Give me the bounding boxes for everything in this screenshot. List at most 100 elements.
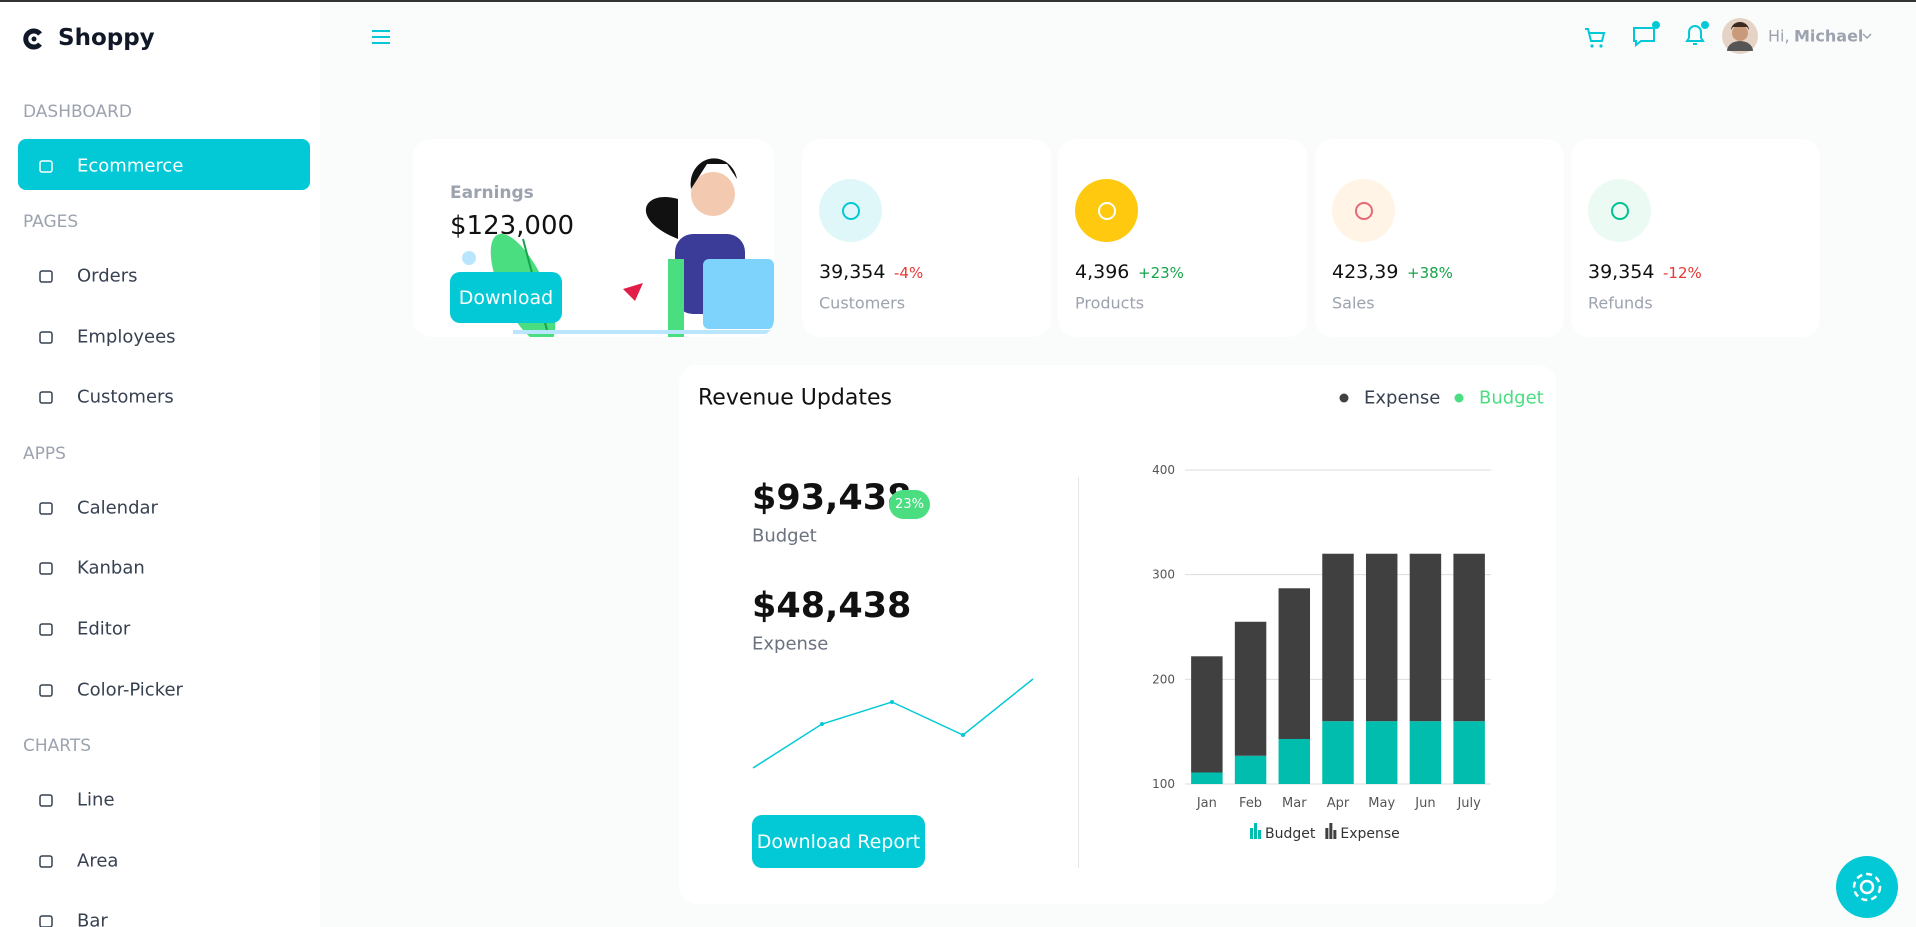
y-tick-label: 100 xyxy=(1152,777,1175,791)
menu-icon xyxy=(39,855,53,868)
stat-change: +23% xyxy=(1138,264,1184,282)
menu-item[interactable]: Orders xyxy=(77,265,138,287)
brand: Shoppy xyxy=(58,25,155,51)
bar-segment xyxy=(1234,621,1267,756)
menu-icon xyxy=(39,331,53,344)
download-button[interactable]: Download xyxy=(450,272,562,323)
budget-label: Budget xyxy=(752,525,817,547)
stat-value: 39,354 xyxy=(1588,261,1655,283)
menu-icon xyxy=(39,623,53,636)
legend-label: Expense xyxy=(1340,826,1399,842)
legend-dot xyxy=(1454,393,1464,403)
earnings-label: Earnings xyxy=(450,183,534,203)
notification-icon[interactable] xyxy=(1681,20,1711,50)
menu-icon xyxy=(39,160,53,173)
menu-item[interactable]: Employees xyxy=(77,326,176,348)
bar-segment xyxy=(1409,553,1442,722)
stat-value: 4,396 xyxy=(1075,261,1130,283)
menu-item[interactable]: Bar xyxy=(77,910,108,927)
menu-item[interactable]: Calendar xyxy=(77,497,158,519)
expense-amount: $48,438 xyxy=(752,586,912,626)
menu-item[interactable]: Kanban xyxy=(77,557,145,579)
x-tick-label: July xyxy=(1456,796,1481,811)
cart-icon[interactable] xyxy=(1583,26,1607,50)
download-report-button[interactable]: Download Report xyxy=(752,815,925,868)
section-title: CHARTS xyxy=(23,736,92,756)
budget-amount: $93,438 xyxy=(752,478,912,518)
stat-change: -12% xyxy=(1663,264,1702,282)
legend-budget: Budget xyxy=(1479,387,1544,409)
bar-segment xyxy=(1322,553,1354,722)
bar-segment xyxy=(1453,721,1485,784)
x-tick-label: May xyxy=(1368,796,1395,811)
stat-change: -4% xyxy=(894,264,924,282)
greeting: Hi, xyxy=(1768,26,1790,46)
menu-item[interactable]: Line xyxy=(77,789,115,811)
user-name[interactable]: Michael xyxy=(1794,26,1864,46)
menu-item[interactable]: Editor xyxy=(77,618,131,640)
bar-segment xyxy=(1409,721,1442,784)
logo-icon xyxy=(23,28,42,50)
x-tick-label: Jun xyxy=(1414,796,1435,811)
settings-button[interactable] xyxy=(1836,856,1898,918)
revenue-chart: 100 200 300 400 Jan Feb Mar Apr May Jun July Budget… xyxy=(1152,463,1491,842)
bar-segment xyxy=(1365,553,1398,722)
legend-icon xyxy=(1254,823,1257,839)
stat-icon[interactable] xyxy=(1075,179,1138,242)
y-tick-label: 400 xyxy=(1152,463,1175,477)
chat-icon[interactable] xyxy=(1631,20,1661,50)
bar-segment xyxy=(1365,721,1398,784)
stat-glyph xyxy=(1098,202,1116,220)
sparkline xyxy=(752,678,1034,769)
stat-icon[interactable] xyxy=(819,179,882,242)
menu-icon xyxy=(39,502,53,515)
bar-segment xyxy=(1453,553,1485,722)
budget-badge: 23% xyxy=(889,490,930,519)
sidebar: Shoppy DASHBOARD Ecommerce PAGES Orders Empl… xyxy=(0,2,320,927)
menu-item[interactable]: Area xyxy=(77,850,119,872)
earnings-amount: $123,000 xyxy=(450,211,575,241)
legend-icon xyxy=(1333,830,1337,839)
stat-value: 423,39 xyxy=(1332,261,1399,283)
menu-item[interactable]: Color-Picker xyxy=(77,679,183,701)
legend-icon xyxy=(1250,828,1253,839)
stat-icon[interactable] xyxy=(1332,179,1395,242)
legend-dot xyxy=(1339,393,1349,403)
y-tick-label: 200 xyxy=(1152,672,1175,686)
stat-label: Products xyxy=(1075,293,1145,313)
x-tick-label: Apr xyxy=(1327,796,1350,811)
stat-glyph xyxy=(842,202,860,220)
stat-value: 39,354 xyxy=(819,261,886,283)
stat-glyph xyxy=(1355,202,1373,220)
chevron xyxy=(1862,33,1872,40)
menu-icon xyxy=(39,684,53,697)
menu-item[interactable]: Ecommerce xyxy=(77,155,184,177)
y-tick-label: 300 xyxy=(1152,568,1175,582)
menu-item[interactable]: Customers xyxy=(77,386,174,408)
legend-expense: Expense xyxy=(1364,387,1441,409)
bar-segment xyxy=(1278,588,1311,739)
stat-glyph xyxy=(1611,202,1629,220)
x-tick-label: Feb xyxy=(1239,796,1262,811)
legend-icon xyxy=(1258,830,1261,839)
legend-icon xyxy=(1325,828,1329,839)
stat-label: Sales xyxy=(1332,293,1375,313)
bar-segment xyxy=(1191,656,1223,773)
stat-change: +38% xyxy=(1407,264,1453,282)
menu-icon xyxy=(39,794,53,807)
stat-icon[interactable] xyxy=(1588,179,1651,242)
active-item-bg xyxy=(18,139,310,190)
bar-segment xyxy=(1191,772,1223,784)
section-title: PAGES xyxy=(23,212,79,232)
divider xyxy=(1078,477,1079,868)
menu-icon xyxy=(39,391,53,404)
revenue-title: Revenue Updates xyxy=(698,385,892,411)
menu-icon xyxy=(39,562,53,575)
avatar[interactable] xyxy=(1722,18,1758,54)
bar-segment xyxy=(1234,755,1267,784)
menu-button[interactable] xyxy=(370,26,392,48)
x-tick-label: Jan xyxy=(1196,796,1217,811)
bar-segment xyxy=(1278,738,1311,784)
stat-label: Refunds xyxy=(1588,293,1653,313)
